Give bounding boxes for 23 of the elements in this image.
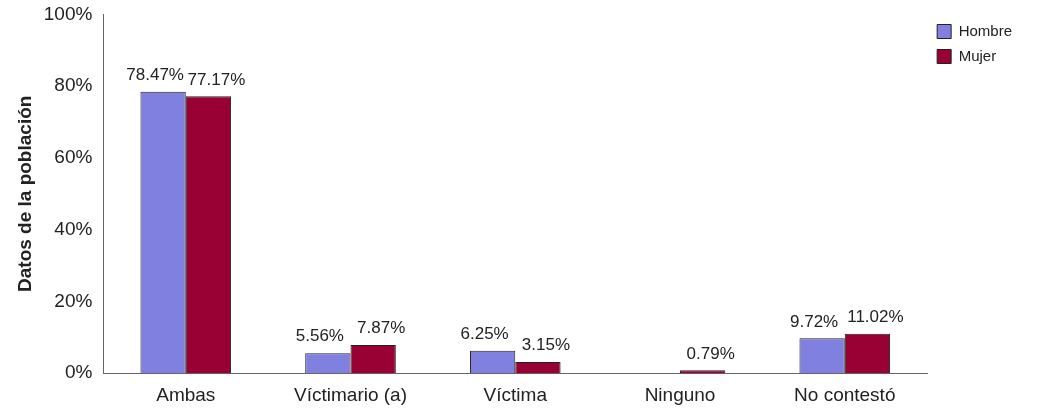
y-tick-label: 40% xyxy=(54,217,93,239)
data-label: 78.47% xyxy=(126,64,184,84)
x-tick-label: Víctima xyxy=(483,383,548,405)
data-label: 7.87% xyxy=(357,318,406,338)
x-tick-label: Ambas xyxy=(156,383,216,405)
data-label: 5.56% xyxy=(295,326,344,346)
data-label: 0.79% xyxy=(686,343,735,363)
y-axis-title: Datos de la población xyxy=(13,95,35,292)
y-tick-label: 60% xyxy=(54,146,93,168)
y-tick-label: 20% xyxy=(54,289,93,311)
data-label: 77.17% xyxy=(187,69,246,89)
data-label: 3.15% xyxy=(521,335,571,355)
data-label: 6.25% xyxy=(460,323,509,343)
data-label: 9.72% xyxy=(790,311,839,331)
x-tick-label: Ninguno xyxy=(644,383,716,405)
legend-label: Hombre xyxy=(958,21,1013,39)
x-tick-label: No contestó xyxy=(794,383,896,405)
x-tick-label: Víctimario (a) xyxy=(294,383,408,405)
data-label: 11.02% xyxy=(847,306,904,326)
y-tick-label: 100% xyxy=(43,2,93,24)
y-tick-label: 0% xyxy=(64,361,93,383)
y-tick-label: 80% xyxy=(54,74,93,96)
legend-label: Mujer xyxy=(958,46,997,64)
